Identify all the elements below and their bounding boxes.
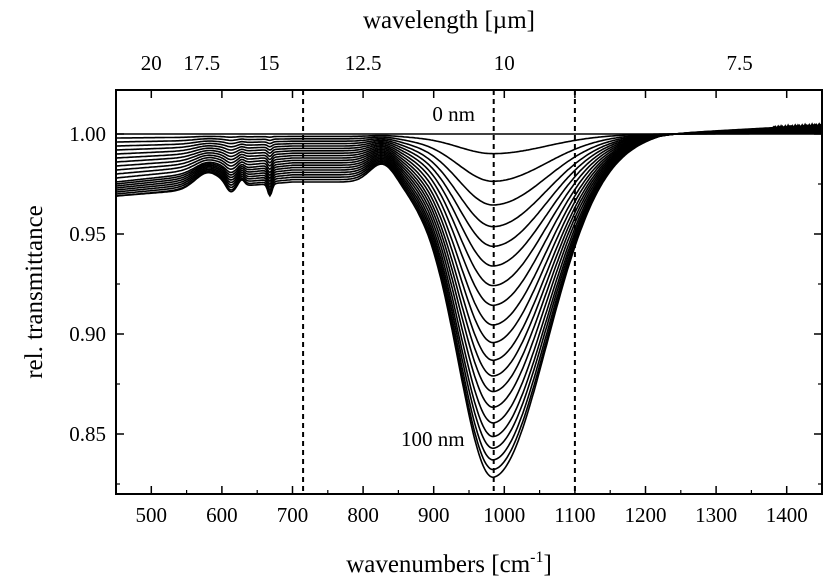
- top-axis-title: wavelength [µm]: [363, 7, 535, 34]
- dashed-lines-group: [302, 90, 576, 494]
- top-axis: 20 17.5 15 12.5 10 7.5: [141, 51, 753, 75]
- series-line-30nm: [115, 129, 823, 267]
- x-tick-label: 600: [206, 503, 238, 527]
- x-axis-title-main: wavenumbers [cm: [346, 551, 531, 578]
- series-line-65nm: [115, 125, 823, 393]
- y-tick-label: 0.85: [69, 422, 106, 446]
- x-tick-label: 1000: [483, 503, 525, 527]
- x-axis: 500 600 700 800 900 1000 1100 1200 1300 1400: [115, 90, 823, 527]
- x-tick-label: 1100: [554, 503, 595, 527]
- y-tick-label: 1.00: [69, 122, 106, 146]
- top-tick-label: 7.5: [726, 51, 752, 75]
- annotation-100nm: 100 nm: [401, 427, 465, 451]
- y-tick-label: 0.95: [69, 222, 106, 246]
- top-tick-label: 20: [141, 51, 162, 75]
- x-axis-title-superscript: -1: [530, 549, 543, 566]
- y-axis-title: rel. transmittance: [21, 205, 48, 379]
- top-tick-label: 10: [494, 51, 515, 75]
- top-tick-label: 12.5: [345, 51, 382, 75]
- x-tick-label: 700: [277, 503, 309, 527]
- y-axis: 0.85 0.90 0.95 1.00: [69, 122, 822, 485]
- x-tick-label: 800: [347, 503, 379, 527]
- series-line-25nm: [115, 130, 823, 248]
- top-tick-label: 17.5: [183, 51, 220, 75]
- x-tick-label: 1400: [766, 503, 808, 527]
- series-group: [115, 122, 823, 479]
- series-line-50nm: [115, 127, 823, 344]
- top-tick-label: 15: [258, 51, 279, 75]
- series-line-100nm: [115, 122, 823, 479]
- series-line-45nm: [115, 128, 823, 326]
- series-line-40nm: [115, 128, 823, 307]
- x-tick-label: 500: [136, 503, 168, 527]
- x-tick-label: 1300: [695, 503, 737, 527]
- series-line-55nm: [115, 127, 823, 362]
- x-tick-label: 900: [418, 503, 450, 527]
- annotation-0nm: 0 nm: [432, 102, 475, 126]
- y-tick-label: 0.90: [69, 322, 106, 346]
- series-line-60nm: [115, 126, 823, 377]
- x-axis-title: wavenumbers [cm-1]: [346, 549, 552, 578]
- x-axis-title-suffix: ]: [543, 551, 551, 578]
- x-tick-label: 1200: [625, 503, 667, 527]
